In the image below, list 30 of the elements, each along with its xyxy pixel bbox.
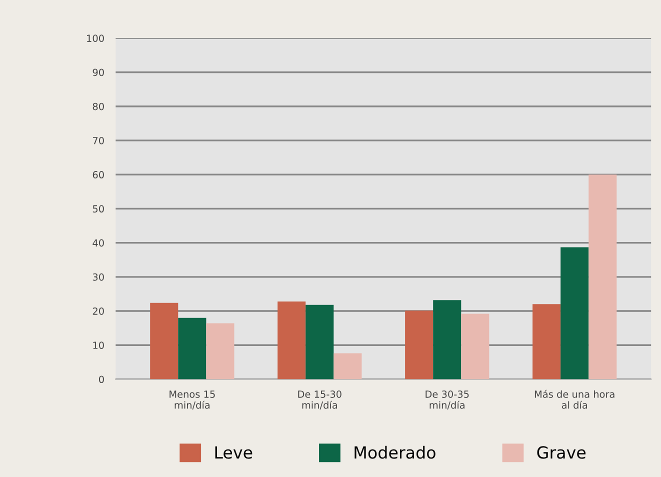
y-tick-label: 10 [93,342,104,349]
y-tick-label: 100 [87,34,104,42]
bar [206,323,234,380]
bar [306,304,334,380]
x-tick-label: De 15-30 min/día [298,390,342,410]
legend-label: Moderado [354,446,436,459]
bar [405,310,434,380]
bar [532,304,561,380]
legend-label: Grave [537,446,586,459]
y-tick-label: 0 [99,376,104,384]
y-tick-label: 70 [92,136,104,144]
bar [178,318,206,380]
bar [560,247,589,380]
bar [150,302,178,380]
bar [433,300,462,380]
y-tick-label: 30 [92,273,104,281]
y-tick-label: 90 [92,68,104,76]
y-tick-label: 80 [92,102,104,110]
bar [278,301,306,380]
legend-label: Leve [215,446,252,459]
y-tick-label: 50 [92,205,104,213]
x-tick-label: Menos 15 min/día [170,390,215,410]
x-tick-label: Más de una hora al día [534,390,614,409]
y-tick-label: 40 [92,239,104,247]
y-tick-label: 60 [92,171,104,178]
bar [588,174,617,380]
bar [461,314,490,380]
bar [334,353,362,380]
y-tick-label: 20 [92,307,104,315]
x-tick-label: De 30-35 min/día [426,390,469,410]
